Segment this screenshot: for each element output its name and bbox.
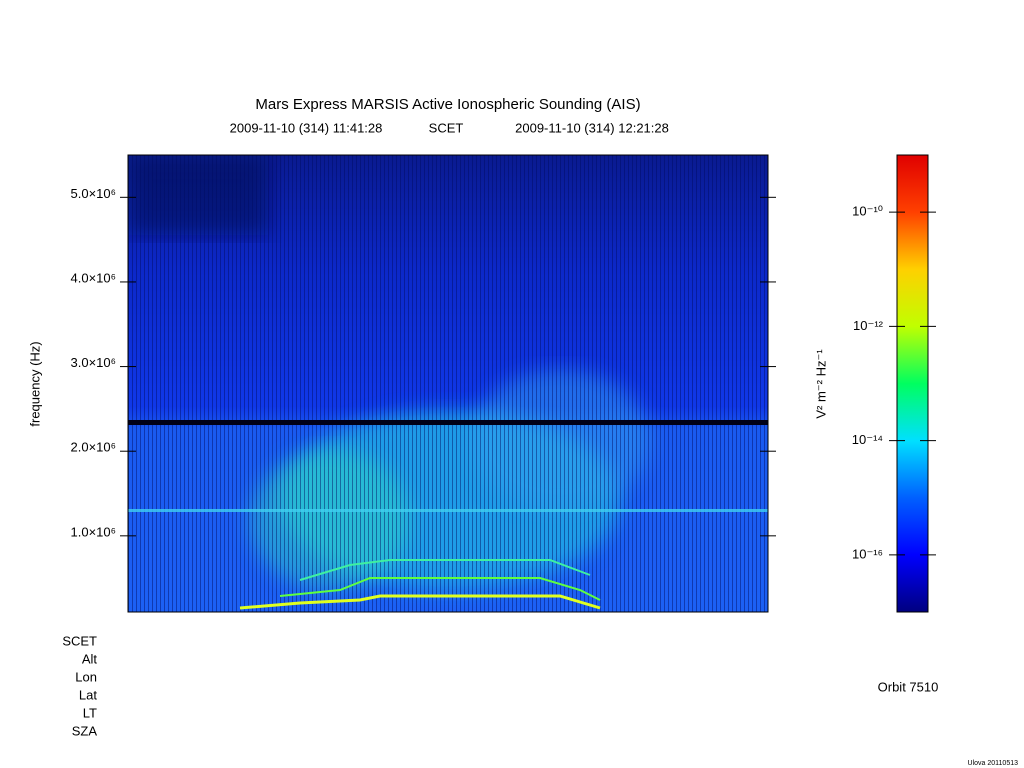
colorbar — [896, 154, 929, 613]
footer: Ulova 20110513 — [968, 760, 1019, 767]
colorbar-tick-label: 10⁻¹⁶ — [852, 546, 883, 561]
y-tick-label: 4.0×10⁶ — [71, 270, 116, 285]
colorbar-tick-label: 10⁻¹⁴ — [852, 432, 883, 447]
ephemeris-row-label: LT — [83, 705, 97, 720]
time-start: 2009-11-10 (314) 11:41:28 — [230, 120, 383, 135]
orbit-label: Orbit 7510 — [878, 679, 939, 694]
chart-title: Mars Express MARSIS Active Ionospheric S… — [255, 96, 640, 113]
time-label: SCET — [429, 120, 464, 135]
colorbar-tick-label: 10⁻¹² — [853, 318, 884, 333]
colorbar-label: V² m⁻² Hz⁻¹ — [813, 349, 828, 419]
ephemeris-row-label: Lat — [79, 687, 97, 702]
y-tick-label: 5.0×10⁶ — [71, 186, 116, 201]
y-tick-label: 1.0×10⁶ — [71, 524, 116, 539]
time-end: 2009-11-10 (314) 12:21:28 — [515, 120, 669, 135]
colorbar-tick-label: 10⁻¹⁰ — [852, 204, 883, 219]
ephemeris-row-label: SZA — [72, 723, 98, 738]
y-axis-label: frequency (Hz) — [27, 341, 42, 426]
ephemeris-row-label: Lon — [75, 669, 97, 684]
plot-frame — [127, 154, 769, 613]
y-tick-label: 2.0×10⁶ — [71, 440, 116, 455]
ephemeris-time-label: SCET — [62, 633, 97, 648]
ephemeris-row-label: Alt — [82, 651, 98, 666]
y-tick-label: 3.0×10⁶ — [71, 355, 116, 370]
spectrogram — [128, 155, 768, 612]
